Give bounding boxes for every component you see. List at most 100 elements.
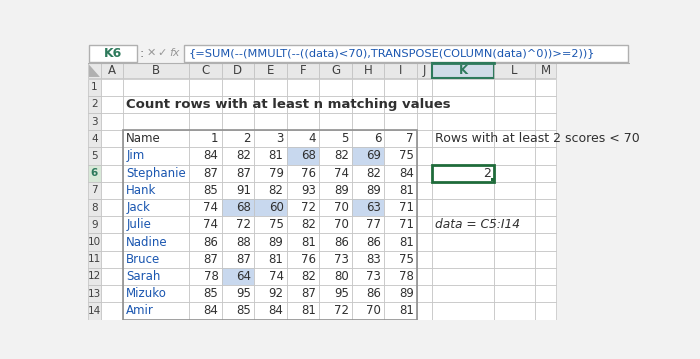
Bar — [88, 216, 102, 233]
Bar — [319, 63, 352, 79]
Text: 70: 70 — [334, 201, 349, 214]
Bar — [287, 130, 319, 147]
Bar — [102, 79, 123, 96]
Text: 3: 3 — [91, 117, 98, 126]
Text: 85: 85 — [204, 287, 218, 300]
Text: 85: 85 — [204, 184, 218, 197]
Text: 2: 2 — [244, 132, 251, 145]
Bar — [254, 79, 287, 96]
Bar — [319, 216, 352, 233]
Bar — [535, 79, 556, 96]
Bar — [319, 285, 352, 302]
Bar — [189, 147, 222, 164]
Bar — [494, 164, 535, 182]
Text: 5: 5 — [342, 132, 349, 145]
Text: Bruce: Bruce — [126, 253, 160, 266]
Bar — [88, 130, 102, 147]
Text: L: L — [511, 64, 518, 77]
Text: 76: 76 — [301, 253, 316, 266]
Bar — [417, 216, 433, 233]
Bar — [417, 199, 433, 216]
Bar — [287, 302, 319, 320]
Bar — [189, 182, 222, 199]
Bar — [102, 251, 123, 268]
Bar — [494, 63, 535, 79]
Bar — [535, 199, 556, 216]
Bar — [417, 130, 433, 147]
Text: 9: 9 — [91, 220, 98, 230]
Bar — [535, 251, 556, 268]
Bar — [494, 182, 535, 199]
Text: D: D — [233, 64, 242, 77]
Bar — [433, 130, 494, 147]
Bar — [88, 251, 102, 268]
Bar — [494, 96, 535, 113]
Bar — [222, 79, 254, 96]
Bar — [102, 302, 123, 320]
Bar — [222, 302, 254, 320]
Bar — [102, 285, 123, 302]
Bar — [123, 96, 189, 113]
Text: E: E — [267, 64, 274, 77]
Text: C: C — [201, 64, 209, 77]
Text: B: B — [152, 64, 160, 77]
Bar — [417, 147, 433, 164]
Bar — [88, 199, 102, 216]
Text: 12: 12 — [88, 271, 101, 281]
Bar — [88, 268, 102, 285]
Text: I: I — [399, 64, 402, 77]
Bar — [88, 164, 102, 182]
Bar — [189, 199, 222, 216]
Bar — [494, 199, 535, 216]
Text: 81: 81 — [399, 184, 414, 197]
Text: 75: 75 — [399, 149, 414, 163]
Bar — [384, 251, 417, 268]
Bar — [102, 233, 123, 251]
Text: H: H — [364, 64, 372, 77]
Bar — [352, 182, 384, 199]
Bar — [287, 199, 319, 216]
Bar — [254, 199, 287, 216]
Text: 87: 87 — [236, 253, 251, 266]
Bar — [287, 285, 319, 302]
Bar — [287, 96, 319, 113]
Bar — [384, 79, 417, 96]
Text: 72: 72 — [236, 218, 251, 231]
Text: 89: 89 — [269, 236, 284, 248]
Text: 72: 72 — [301, 201, 316, 214]
Bar — [494, 79, 535, 96]
Bar — [222, 251, 254, 268]
Text: data = C5:I14: data = C5:I14 — [435, 218, 521, 231]
Bar — [535, 182, 556, 199]
Bar — [88, 79, 102, 96]
Text: Count rows with at least n matching values: Count rows with at least n matching valu… — [126, 98, 451, 111]
Bar — [123, 164, 189, 182]
Bar — [433, 79, 494, 96]
Bar — [123, 130, 417, 320]
Bar — [222, 233, 254, 251]
Bar — [535, 164, 556, 182]
Bar — [433, 164, 494, 182]
Text: 84: 84 — [204, 304, 218, 317]
Bar — [123, 147, 189, 164]
Bar — [535, 147, 556, 164]
Bar — [352, 96, 384, 113]
Bar — [433, 63, 494, 79]
Bar — [535, 96, 556, 113]
Bar — [384, 199, 417, 216]
Bar — [287, 233, 319, 251]
Bar — [222, 164, 254, 182]
Bar — [287, 147, 319, 164]
Bar — [319, 182, 352, 199]
Text: 78: 78 — [204, 270, 218, 283]
Bar — [254, 285, 287, 302]
Bar — [384, 63, 417, 79]
Text: 68: 68 — [301, 149, 316, 163]
Text: 60: 60 — [269, 201, 284, 214]
Text: Sarah: Sarah — [126, 270, 160, 283]
Bar — [417, 182, 433, 199]
Text: 3: 3 — [276, 132, 284, 145]
Bar — [102, 216, 123, 233]
Text: 82: 82 — [301, 270, 316, 283]
Polygon shape — [89, 65, 100, 77]
